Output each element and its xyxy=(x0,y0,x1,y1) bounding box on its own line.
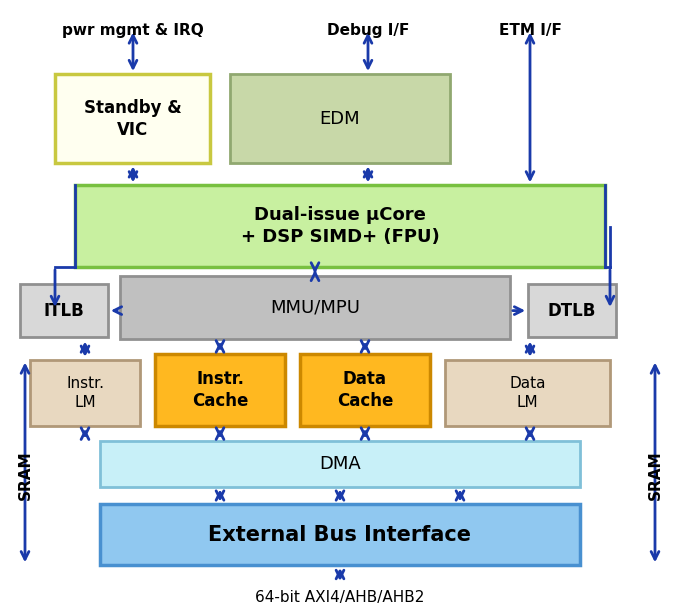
Text: DTLB: DTLB xyxy=(548,301,596,320)
Text: External Bus Interface: External Bus Interface xyxy=(209,525,471,545)
Text: Instr.
LM: Instr. LM xyxy=(66,376,104,410)
Text: pwr mgmt & IRQ: pwr mgmt & IRQ xyxy=(62,23,204,38)
FancyBboxPatch shape xyxy=(445,360,610,426)
Text: SRAM: SRAM xyxy=(18,450,33,499)
FancyBboxPatch shape xyxy=(230,74,450,164)
FancyBboxPatch shape xyxy=(75,185,605,267)
Text: Data
Cache: Data Cache xyxy=(337,370,393,410)
Text: DMA: DMA xyxy=(319,455,361,473)
Text: ETM I/F: ETM I/F xyxy=(498,23,562,38)
Text: SRAM: SRAM xyxy=(647,450,662,499)
Text: Data
LM: Data LM xyxy=(509,376,546,410)
Text: MMU/MPU: MMU/MPU xyxy=(270,298,360,317)
Text: 64-bit AXI4/AHB/AHB2: 64-bit AXI4/AHB/AHB2 xyxy=(255,590,425,605)
FancyBboxPatch shape xyxy=(20,284,108,337)
FancyBboxPatch shape xyxy=(30,360,140,426)
FancyBboxPatch shape xyxy=(528,284,616,337)
FancyBboxPatch shape xyxy=(100,504,580,565)
FancyBboxPatch shape xyxy=(120,276,510,339)
FancyBboxPatch shape xyxy=(100,442,580,486)
FancyBboxPatch shape xyxy=(155,354,285,426)
Text: Debug I/F: Debug I/F xyxy=(327,23,409,38)
FancyBboxPatch shape xyxy=(55,74,210,164)
FancyBboxPatch shape xyxy=(300,354,430,426)
Text: EDM: EDM xyxy=(320,109,360,128)
Text: Instr.
Cache: Instr. Cache xyxy=(192,370,248,410)
Text: ITLB: ITLB xyxy=(44,301,84,320)
Text: Dual-issue μCore
+ DSP SIMD+ (FPU): Dual-issue μCore + DSP SIMD+ (FPU) xyxy=(241,206,439,246)
Text: Standby &
VIC: Standby & VIC xyxy=(84,98,182,139)
